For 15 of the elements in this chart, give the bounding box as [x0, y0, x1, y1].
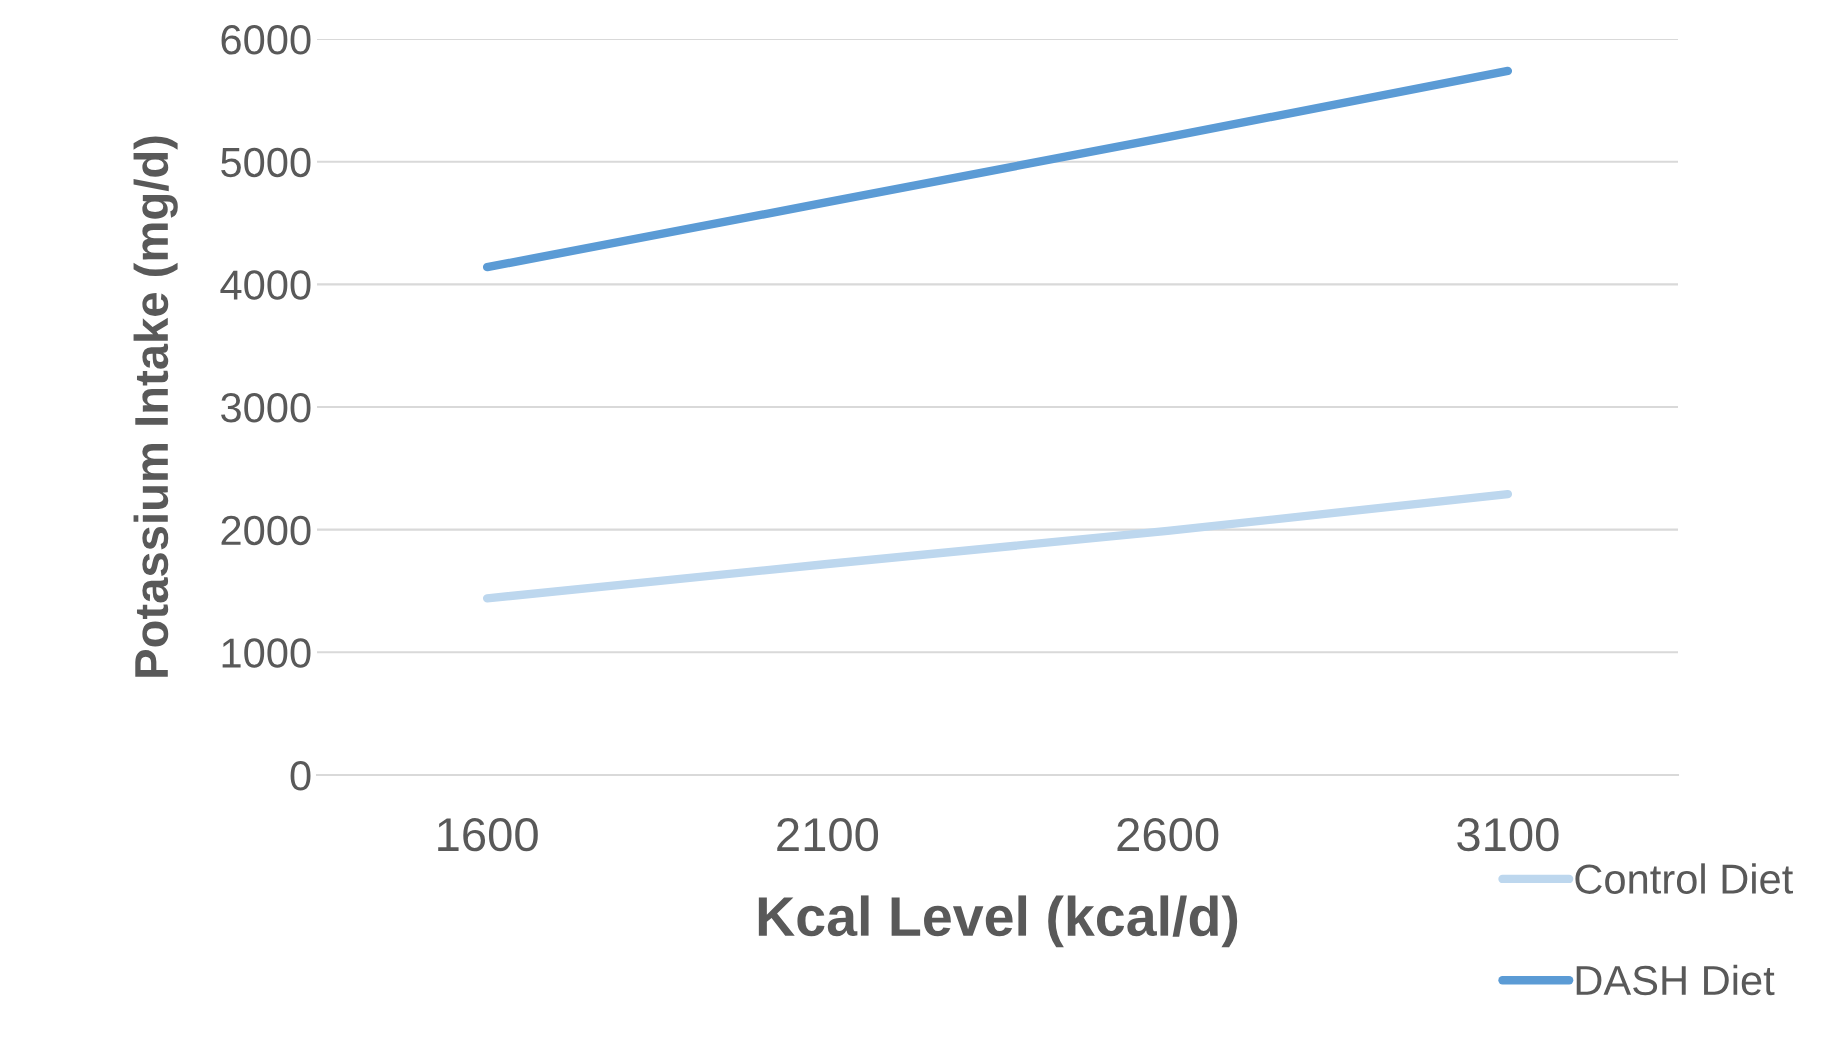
y-tick-label: 4000: [220, 270, 311, 300]
x-axis-title: Kcal Level (kcal/d): [758, 895, 1238, 948]
y-tick-label: 6000: [221, 25, 311, 55]
y-tick-label: 1000: [222, 638, 311, 668]
y-tick-label: 0: [290, 761, 311, 791]
x-tick-label: 1600: [438, 817, 538, 852]
x-tick-label: 2600: [1117, 817, 1219, 852]
legend-label: Control Diet: [1575, 863, 1793, 894]
x-tick-label: 3100: [1457, 817, 1559, 852]
y-tick-label: 2000: [221, 515, 311, 546]
legend-label: DASH Diet: [1576, 964, 1775, 996]
y-axis-title: Potassium Intake (mg/d): [133, 136, 178, 677]
y-tick-label: 5000: [221, 147, 311, 178]
y-tick-label: 3000: [221, 393, 311, 423]
x-tick-label: 2100: [777, 817, 879, 852]
